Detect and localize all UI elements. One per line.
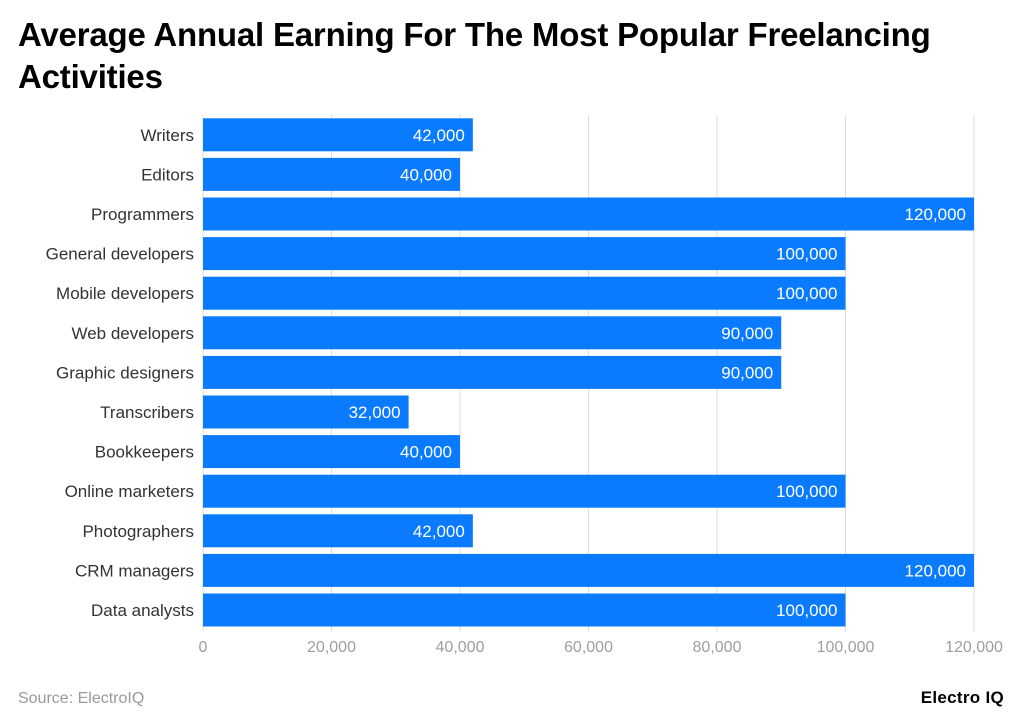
bar [203,435,460,469]
category-label: Transcribers [100,403,194,422]
category-label: Mobile developers [56,284,194,303]
category-label: Programmers [91,205,194,224]
bar-value-label: 40,000 [400,443,452,462]
x-tick-label: 80,000 [693,639,742,656]
bar [203,395,409,429]
x-tick-label: 100,000 [817,639,875,656]
bar-value-label: 32,000 [349,403,401,422]
bar-value-label: 90,000 [721,363,773,382]
bar [203,157,460,191]
x-tick-label: 60,000 [564,639,613,656]
bars: 42,000 40,000 120,000 100,000 100,000 90,000 9… [203,118,974,627]
bar-value-label: 100,000 [776,601,837,620]
bar-chart: 42,000 40,000 120,000 100,000 100,000 90,000 9… [46,115,1003,656]
bar-value-label: 40,000 [400,165,452,184]
bar [203,593,846,627]
bar [203,237,846,271]
brand-logo: Electro IQ [920,688,1004,707]
bar [203,197,974,231]
chart-title: Average Annual Earning For The Most Popu… [18,16,931,95]
category-label: Writers [140,126,194,145]
x-tick-label: 0 [199,639,208,656]
category-labels: Writers Editors Programmers General develop… [46,126,194,620]
category-label: Web developers [71,324,194,343]
bar-value-label: 100,000 [776,245,837,264]
x-tick-label: 40,000 [436,639,485,656]
x-tick-label: 20,000 [307,639,356,656]
bar-value-label: 100,000 [776,482,837,501]
category-label: Editors [141,165,194,184]
category-label: General developers [46,245,194,264]
bar-value-label: 120,000 [905,561,966,580]
bar-value-label: 42,000 [413,522,465,541]
source-note: Source: ElectroIQ [18,690,145,707]
bar [203,514,473,548]
bar [203,276,846,310]
category-label: Data analysts [91,601,194,620]
bar-value-label: 100,000 [776,284,837,303]
x-tick-label: 120,000 [945,639,1003,656]
category-label: Online marketers [65,482,194,501]
bar-value-label: 90,000 [721,324,773,343]
bar-value-label: 42,000 [413,126,465,145]
category-label: Bookkeepers [95,443,194,462]
bar [203,118,473,152]
category-label: Photographers [82,522,194,541]
bar [203,474,846,508]
category-label: Graphic designers [56,363,194,382]
bar [203,355,782,389]
bar [203,553,974,587]
bar [203,316,782,350]
x-axis-tick-labels: 0 20,000 40,000 60,000 80,000 100,000 120,000 [199,639,1003,656]
category-label: CRM managers [75,561,194,580]
bar-value-label: 120,000 [905,205,966,224]
